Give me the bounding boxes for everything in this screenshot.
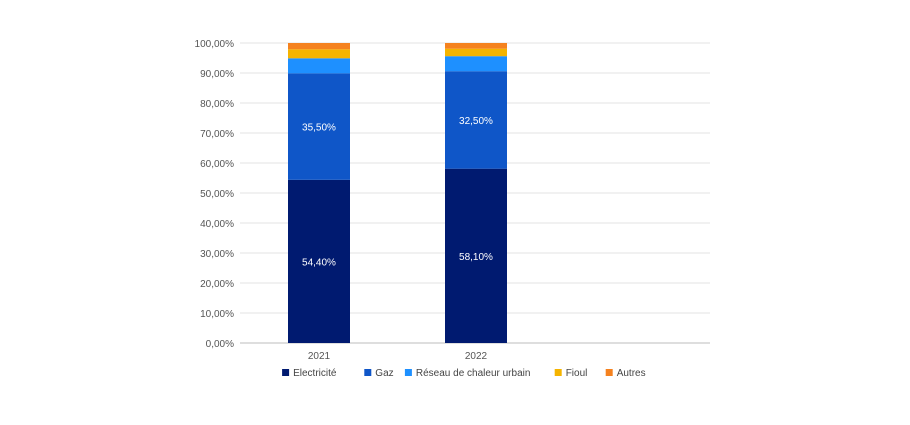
legend-item: Electricité	[282, 368, 337, 379]
legend-item: Gaz	[364, 368, 394, 379]
legend-item: Réseau de chaleur urbain	[404, 368, 531, 379]
legend-label: Autres	[617, 368, 646, 379]
bar-segment	[288, 58, 350, 74]
data-label: 35,50%	[302, 123, 336, 134]
legend-label: Gaz	[375, 368, 393, 379]
legend-label: Electricité	[293, 368, 337, 379]
bar-segment	[288, 73, 350, 180]
bars: 54,40% 35,50% 58,10% 32,50%	[288, 43, 507, 343]
y-tick-label: 60,00%	[200, 159, 234, 170]
y-axis-tick-labels: 0,00% 10,00% 20,00% 30,00% 40,00% 50,00% 60,00…	[195, 39, 235, 350]
data-label: 58,10%	[459, 252, 493, 263]
x-tick-label: 2021	[308, 351, 331, 362]
legend-swatch	[554, 369, 562, 376]
bar-segment	[288, 179, 350, 343]
y-tick-label: 50,00%	[200, 189, 234, 200]
bar-segment	[288, 49, 350, 59]
y-tick-label: 20,00%	[200, 279, 234, 290]
legend-label: Fioul	[566, 368, 588, 379]
x-axis-tick-labels: 2021 2022	[308, 351, 488, 362]
legend-swatch	[404, 369, 412, 376]
x-tick-label: 2022	[465, 351, 488, 362]
legend-item: Fioul	[554, 368, 588, 379]
legend-label: Réseau de chaleur urbain	[416, 368, 531, 379]
y-tick-label: 30,00%	[200, 249, 234, 260]
y-tick-label: 10,00%	[200, 309, 234, 320]
bar-segment	[445, 71, 507, 169]
legend: Electricité Gaz Réseau de chaleur urbain Fi…	[282, 368, 646, 379]
data-label: 32,50%	[459, 116, 493, 127]
y-tick-label: 70,00%	[200, 129, 234, 140]
legend-swatch	[364, 369, 372, 376]
bar-segment	[288, 43, 350, 50]
y-tick-label: 0,00%	[206, 339, 234, 350]
bar-segment	[445, 168, 507, 343]
y-tick-label: 90,00%	[200, 69, 234, 80]
data-label: 54,40%	[302, 257, 336, 268]
bar-segment	[445, 56, 507, 72]
y-tick-label: 80,00%	[200, 99, 234, 110]
legend-item: Autres	[605, 368, 646, 379]
legend-swatch	[605, 369, 613, 376]
y-tick-label: 100,00%	[195, 39, 235, 50]
bar-segment	[445, 43, 507, 49]
bar-segment	[445, 48, 507, 57]
legend-swatch	[282, 369, 290, 376]
y-tick-label: 40,00%	[200, 219, 234, 230]
